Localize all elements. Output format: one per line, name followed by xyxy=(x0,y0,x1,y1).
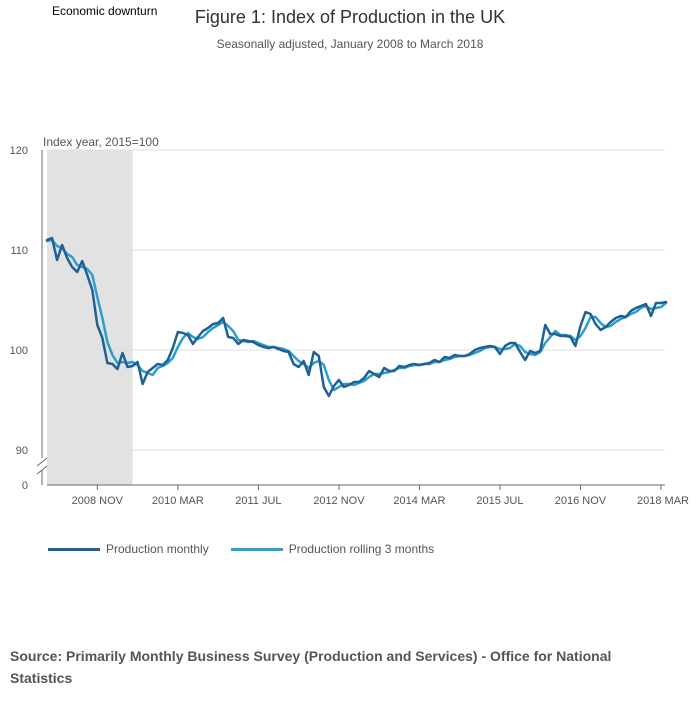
chart-title: Figure 1: Index of Production in the UK xyxy=(194,7,506,27)
x-tick-label: 2016 NOV xyxy=(555,495,607,507)
legend-item-rolling: Production rolling 3 months xyxy=(230,542,435,556)
downturn-shaded-region xyxy=(47,150,133,485)
y-tick-label: 100 xyxy=(10,345,28,357)
axis-break-mark xyxy=(36,465,48,475)
x-tick-label: 2011 JUL xyxy=(235,495,281,507)
x-tick-label: 2015 JUL xyxy=(476,495,523,507)
downturn-label: Economic downturn xyxy=(52,4,158,18)
axis-break-mark xyxy=(36,457,48,467)
x-tick-label: 2014 MAR xyxy=(393,495,445,507)
x-tick-label: 2012 NOV xyxy=(313,495,365,507)
legend-item-monthly: Production monthly xyxy=(48,542,209,556)
legend-label-monthly: Production monthly xyxy=(106,542,209,556)
x-tick-label: 2010 MAR xyxy=(152,495,204,507)
source-note: Source: Primarily Monthly Business Surve… xyxy=(10,648,612,686)
x-tick-label: 2008 NOV xyxy=(72,495,124,507)
legend-swatch-rolling xyxy=(230,547,283,551)
y-tick-label: 90 xyxy=(16,445,28,457)
y-axis-label: Index year, 2015=100 xyxy=(43,135,159,149)
legend-label-rolling: Production rolling 3 months xyxy=(288,542,435,556)
legend: Production monthly Production rolling 3 … xyxy=(48,542,434,556)
y-tick-label: 0 xyxy=(22,480,28,492)
legend-swatch-monthly xyxy=(48,547,100,551)
series-line-monthly xyxy=(45,236,668,398)
x-tick-label: 2018 MAR xyxy=(637,495,689,507)
y-tick-label: 120 xyxy=(10,145,28,157)
y-tick-label: 110 xyxy=(10,245,28,257)
chart-subtitle: Seasonally adjusted, January 2008 to Mar… xyxy=(216,37,484,51)
